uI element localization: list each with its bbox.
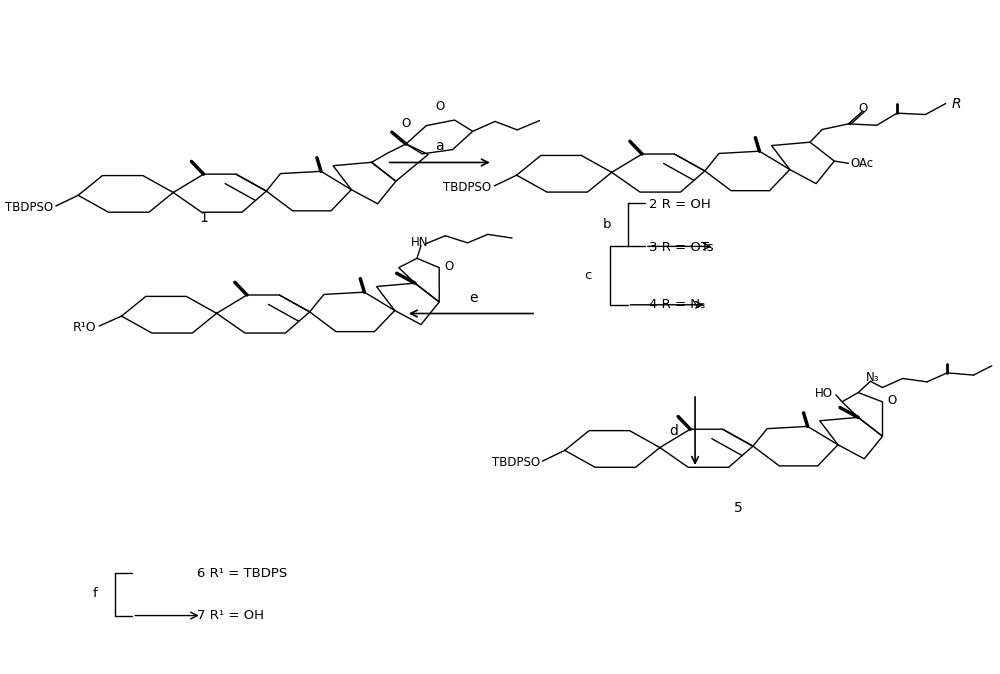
Text: HN: HN xyxy=(411,237,429,249)
Text: TBDPSO: TBDPSO xyxy=(443,181,492,193)
Text: O: O xyxy=(401,117,411,130)
Text: R: R xyxy=(952,96,961,111)
Text: TBDPSO: TBDPSO xyxy=(492,456,540,468)
Text: c: c xyxy=(585,269,592,282)
Text: N₃: N₃ xyxy=(866,371,880,384)
Text: 4 R = N₃: 4 R = N₃ xyxy=(649,299,705,311)
Text: HO: HO xyxy=(815,387,833,400)
Text: TBDPSO: TBDPSO xyxy=(5,201,53,214)
Text: e: e xyxy=(469,291,478,305)
Text: a: a xyxy=(435,139,444,153)
Text: 7 R¹ = OH: 7 R¹ = OH xyxy=(197,609,264,622)
Text: O: O xyxy=(436,100,445,113)
Text: d: d xyxy=(669,424,678,438)
Text: 5: 5 xyxy=(734,501,743,515)
Text: f: f xyxy=(93,587,98,600)
Text: O: O xyxy=(887,394,897,407)
Text: 1: 1 xyxy=(199,211,208,225)
Text: 2 R = OH: 2 R = OH xyxy=(649,197,711,210)
Text: 3 R = OTs: 3 R = OTs xyxy=(649,241,713,254)
Text: R¹O: R¹O xyxy=(73,321,96,334)
Text: OAc: OAc xyxy=(851,157,874,170)
Text: O: O xyxy=(444,259,454,273)
Text: 6 R¹ = TBDPS: 6 R¹ = TBDPS xyxy=(197,567,287,580)
Text: b: b xyxy=(603,218,611,231)
Text: O: O xyxy=(858,102,867,115)
